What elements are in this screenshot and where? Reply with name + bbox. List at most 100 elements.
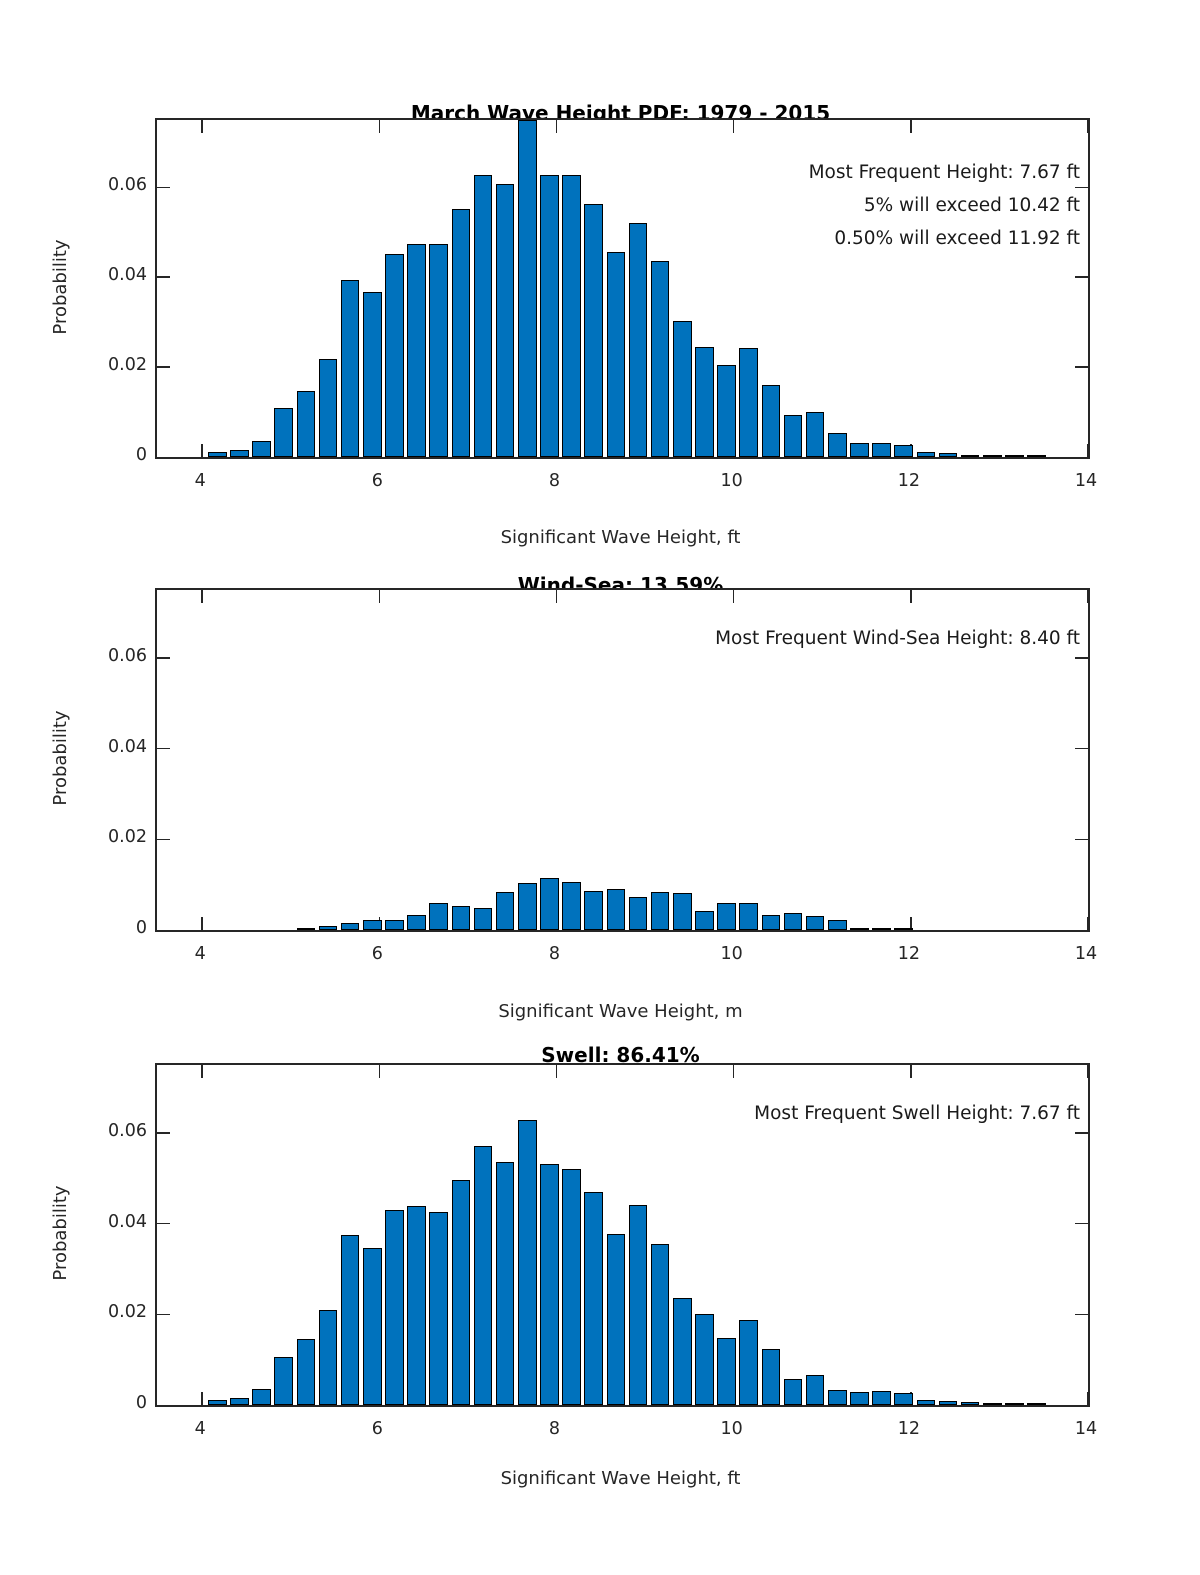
x-tick-label: 12 [897, 944, 920, 964]
x-axis-tick [732, 1065, 735, 1078]
x-axis-tick [1087, 444, 1089, 457]
annotation-block: Most Frequent Swell Height: 7.67 ft [754, 1101, 1080, 1127]
histogram-bar [230, 1398, 249, 1405]
histogram-bar [650, 1244, 670, 1405]
x-axis-tick [201, 917, 203, 930]
plot-area: Most Frequent Height: 7.67 ft 5% will exc… [155, 118, 1090, 459]
y-axis-tick [157, 747, 170, 750]
histogram-bar [983, 455, 1002, 457]
x-tick-label: 10 [720, 944, 743, 964]
y-axis-tick [157, 1222, 170, 1225]
annotation-line: Most Frequent Wind-Sea Height: 8.40 ft [715, 628, 1080, 649]
y-tick-label: 0.06 [108, 1121, 147, 1141]
histogram-bar [429, 1212, 448, 1405]
histogram-bar [407, 915, 426, 930]
x-axis-tick [378, 917, 381, 930]
plot-area: Most Frequent Swell Height: 7.67 ft [155, 1063, 1090, 1407]
y-tick-label: 0.02 [108, 827, 147, 848]
x-axis-tick [910, 120, 912, 133]
histogram-bar [252, 1389, 271, 1405]
histogram-bar [739, 902, 759, 930]
x-tick-label: 12 [897, 471, 920, 491]
x-tick-label: 14 [1074, 471, 1098, 491]
chart-title: March Wave Height PDF: 1979 - 2015 [410, 100, 831, 125]
histogram-bar [872, 443, 891, 457]
histogram-bar [783, 1378, 803, 1405]
histogram-bar [274, 1356, 293, 1405]
plot-area: Most Frequent Wind-Sea Height: 8.40 ft [155, 588, 1090, 932]
x-axis-tick [378, 444, 381, 457]
histogram-bar [739, 347, 759, 457]
y-axis-tick [157, 276, 170, 279]
x-tick-label: 6 [371, 944, 383, 964]
y-axis-label: Probability [50, 238, 71, 335]
histogram-bar [540, 878, 559, 930]
histogram-bar [761, 384, 781, 457]
histogram-bar [451, 905, 471, 930]
y-tick-label: 0.04 [108, 265, 147, 286]
x-axis-tick [378, 1065, 381, 1078]
histogram-bar [960, 1402, 980, 1405]
x-axis-tick [732, 590, 735, 603]
x-tick-label: 10 [720, 471, 743, 491]
chart-title: Wind-Sea: 13.59% [517, 572, 724, 597]
histogram-bar [230, 449, 249, 457]
x-axis-tick [201, 1392, 203, 1405]
histogram-bar [584, 1191, 603, 1405]
histogram-bar [983, 1403, 1002, 1405]
histogram-bar [385, 1210, 404, 1405]
x-axis-tick [1087, 120, 1089, 133]
histogram-bar [385, 919, 404, 930]
histogram-bar [672, 893, 692, 930]
y-axis-tick [1075, 276, 1088, 279]
y-tick-label: 0.06 [108, 175, 147, 196]
histogram-bar [828, 920, 847, 930]
histogram-bar [1027, 1403, 1046, 1405]
x-axis-tick [732, 1392, 735, 1405]
y-axis-tick [1075, 657, 1088, 659]
x-axis-tick [201, 444, 203, 457]
y-axis-tick [157, 657, 170, 659]
histogram-bar [495, 891, 515, 930]
x-axis-tick [1087, 1065, 1089, 1078]
y-axis-tick [1075, 838, 1088, 841]
histogram-bar [407, 243, 426, 457]
histogram-bar [938, 1401, 958, 1405]
histogram-bar [672, 1298, 692, 1405]
x-axis-tick [378, 590, 381, 603]
x-tick-label: 8 [548, 471, 561, 491]
histogram-bar [894, 928, 914, 930]
y-axis-tick [157, 1132, 170, 1134]
histogram-bar [606, 251, 626, 457]
histogram-bar [606, 1233, 626, 1405]
histogram-bar [473, 907, 493, 930]
x-axis-tick [555, 590, 558, 603]
histogram-bar [540, 1163, 559, 1405]
histogram-bar [761, 1348, 781, 1405]
x-axis-label: Significant Wave Height, ft [500, 527, 741, 548]
x-axis-tick [910, 1065, 912, 1078]
histogram-bar [805, 915, 825, 930]
y-axis-tick [1075, 186, 1088, 189]
histogram-bar [584, 890, 603, 930]
x-axis-tick [1087, 917, 1089, 930]
annotation-line: Most Frequent Height: 7.67 ft [808, 162, 1080, 183]
histogram-bar [340, 279, 360, 457]
histogram-bar [916, 451, 936, 457]
x-axis-tick [910, 1392, 912, 1405]
annotation-line: 0.50% will exceed 11.92 ft [834, 228, 1080, 249]
annotation-line: Most Frequent Swell Height: 7.67 ft [754, 1103, 1080, 1124]
y-tick-label: 0 [135, 445, 147, 465]
y-axis-tick [1075, 1222, 1088, 1225]
x-axis-tick [201, 120, 203, 133]
x-tick-label: 6 [371, 471, 383, 491]
x-tick-label: 10 [720, 1419, 743, 1439]
histogram-bar [562, 175, 581, 457]
histogram-bar [517, 882, 537, 930]
histogram-bar [628, 897, 648, 930]
histogram-bar [207, 1400, 227, 1405]
histogram-bar [717, 1337, 736, 1405]
histogram-bar [429, 902, 448, 930]
x-axis-tick [910, 444, 912, 457]
